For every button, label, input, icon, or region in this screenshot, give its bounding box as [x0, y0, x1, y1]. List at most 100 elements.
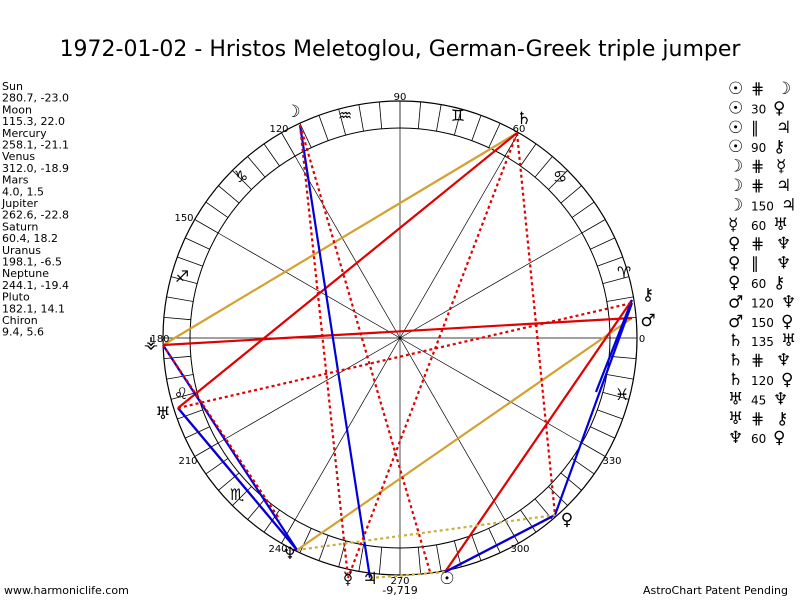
aspect-type: 30 — [751, 102, 766, 116]
planet-name: Sun — [2, 80, 23, 93]
tick — [471, 535, 482, 561]
planet-coords: 115.3, 22.0 — [2, 115, 65, 128]
aspect-planet: ♂ — [728, 292, 743, 312]
aspect-type: 45 — [751, 393, 766, 407]
aspect-planet: ♃ — [776, 118, 791, 138]
aspect-planet: ♃ — [776, 176, 791, 196]
planet-glyph: ♅ — [155, 404, 170, 424]
aspect-planet: ☉ — [728, 118, 743, 138]
degree-label: 300 — [510, 544, 529, 555]
tick — [318, 535, 329, 561]
aspect-type: 90 — [751, 141, 766, 155]
tick — [205, 458, 229, 475]
tick — [281, 519, 296, 544]
house-lines — [190, 128, 610, 548]
tick — [281, 132, 296, 157]
degree-label: 240 — [268, 544, 287, 555]
aspect-list: ☉ ⋕ ☽☉ 30 ♀☉ ∥ ♃☉ 90 ⚷☽ ⋕ ☿☽ ⋕ ♃☽ 150 ♃☿ 60 ♅♀ ⋕ ♆♀ ∥ ♆♀ 60 ⚷♂… — [728, 79, 796, 448]
tick — [548, 486, 568, 506]
planet-name: Jupiter — [1, 197, 38, 210]
tick — [163, 355, 191, 360]
aspect-planet: ♀ — [728, 254, 740, 274]
tick — [170, 391, 198, 400]
aspect-type: 150 — [751, 199, 774, 213]
aspect-planet: ♀ — [781, 312, 793, 332]
footer-right: AstroChart Patent Pending — [643, 584, 788, 597]
tick — [194, 442, 219, 457]
aspect-planet: ♆ — [776, 234, 791, 254]
degree-label: 330 — [602, 456, 621, 467]
tick — [436, 544, 442, 572]
tick — [205, 201, 229, 218]
aspect-planet: ♆ — [776, 351, 791, 371]
aspect-line — [162, 132, 518, 346]
tick — [247, 498, 266, 520]
aspect-planet: ♄ — [728, 351, 743, 371]
sign-glyph: ♒ — [338, 106, 352, 125]
aspect-type: 60 — [751, 432, 766, 446]
tick — [488, 123, 501, 148]
planet-coords: 182.1, 14.1 — [2, 302, 65, 315]
tick — [590, 237, 615, 250]
degree-label: 150 — [174, 213, 193, 224]
aspect-planet: ☿ — [728, 215, 738, 235]
aspect-planet: ♀ — [773, 428, 785, 448]
aspect-line — [296, 317, 633, 551]
aspect-line — [177, 301, 633, 410]
aspect-planet: ♅ — [728, 389, 743, 409]
sign-glyph: ♌ — [174, 384, 188, 403]
tick — [417, 101, 422, 129]
tick — [358, 544, 364, 572]
aspect-planet: ♅ — [781, 331, 796, 351]
aspect-line — [346, 132, 519, 579]
aspect-planet: ☿ — [776, 157, 786, 177]
tick — [453, 108, 462, 136]
tick — [606, 296, 634, 302]
aspect-planet: ♄ — [728, 370, 743, 390]
tick — [163, 316, 191, 321]
tick — [602, 391, 630, 400]
degree-label: 210 — [178, 456, 197, 467]
tick — [378, 101, 383, 129]
aspect-line — [177, 132, 518, 409]
planet-coords: 262.6, -22.8 — [2, 209, 69, 222]
aspect-lines — [162, 124, 634, 580]
aspect-line — [369, 570, 446, 580]
aspect-line — [162, 344, 298, 551]
tick — [232, 486, 252, 506]
degree-label: 120 — [269, 124, 288, 135]
house-line — [399, 337, 583, 444]
tick — [560, 472, 582, 491]
aspect-planet: ♀ — [781, 370, 793, 390]
tick — [520, 143, 537, 167]
tick — [471, 115, 482, 141]
tick — [597, 409, 623, 420]
planet-name: Chiron — [2, 314, 38, 327]
tick — [166, 374, 194, 380]
aspect-type: ⋕ — [751, 234, 764, 253]
house-line — [399, 155, 506, 339]
planet-glyph: ♃ — [362, 569, 377, 589]
tick — [378, 547, 383, 575]
tick — [590, 426, 615, 439]
tick — [338, 108, 347, 136]
aspect-planet: ♄ — [728, 331, 743, 351]
tick — [534, 156, 553, 178]
planet-coords: 280.7, -23.0 — [2, 92, 69, 105]
planet-glyph: ♆ — [282, 544, 297, 564]
planet-coords: 60.4, 18.2 — [2, 232, 58, 245]
aspect-line — [553, 302, 634, 516]
planet-glyph: ♀ — [561, 510, 573, 530]
aspect-planet: ♀ — [728, 234, 740, 254]
planet-name: Mars — [2, 174, 29, 187]
planet-coords: 312.0, -18.9 — [2, 162, 69, 175]
planet-glyph: ⚷ — [642, 285, 654, 305]
aspect-type: 60 — [751, 277, 766, 291]
aspect-planet: ⚷ — [773, 137, 785, 157]
aspect-type: ⋕ — [751, 351, 764, 370]
planet-name: Saturn — [2, 220, 38, 233]
tick — [436, 104, 442, 132]
aspect-planet: ☽ — [728, 157, 743, 177]
tick — [581, 219, 606, 234]
